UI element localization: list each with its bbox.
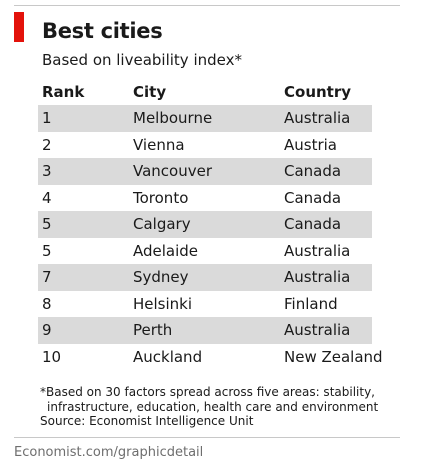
footnote-line-1: *Based on 30 factors spread across five … bbox=[40, 385, 375, 399]
chart-title: Best cities bbox=[42, 19, 163, 43]
cell-city: Melbourne bbox=[129, 105, 280, 132]
cell-city: Sydney bbox=[129, 264, 280, 291]
brand-tag bbox=[14, 12, 24, 42]
cell-city: Perth bbox=[129, 317, 280, 344]
header-row: Rank City Country bbox=[38, 79, 372, 105]
table-row: 4 Toronto Canada bbox=[38, 184, 372, 211]
cell-rank: 5 bbox=[38, 211, 129, 238]
cell-country: Australia bbox=[280, 237, 372, 264]
table-row: 3 Vancouver Canada bbox=[38, 158, 372, 185]
cell-city: Vienna bbox=[129, 131, 280, 158]
cell-country: New Zealand bbox=[280, 343, 383, 370]
footnote-line-2: infrastructure, education, health care a… bbox=[47, 399, 379, 414]
table-row: 5 Calgary Canada bbox=[38, 211, 372, 238]
top-rule bbox=[14, 5, 400, 6]
chart-subtitle: Based on liveability index* bbox=[42, 51, 242, 69]
cell-city: Helsinki bbox=[129, 290, 280, 317]
cell-rank: 10 bbox=[38, 343, 129, 370]
column-header-city: City bbox=[133, 83, 167, 101]
table-body: 1 Melbourne Australia 2 Vienna Austria 3 Vancou… bbox=[38, 105, 383, 370]
table-row: 5 Adelaide Australia bbox=[38, 237, 372, 264]
table-row: 7 Sydney Australia bbox=[38, 264, 372, 291]
ranking-table: Rank City Country 1 Melbourne Australia 2 Vi… bbox=[38, 79, 383, 370]
cell-city: Vancouver bbox=[129, 158, 280, 185]
credit-link[interactable]: Economist.com/graphicdetail bbox=[14, 445, 204, 460]
bottom-rule bbox=[14, 437, 400, 438]
cell-rank: 7 bbox=[38, 264, 129, 291]
column-header-rank: Rank bbox=[42, 83, 85, 101]
cell-rank: 1 bbox=[38, 105, 129, 132]
cell-rank: 5 bbox=[38, 237, 129, 264]
cell-rank: 9 bbox=[38, 317, 129, 344]
cell-country: Australia bbox=[280, 317, 372, 344]
cell-country: Canada bbox=[280, 211, 372, 238]
table-row: 1 Melbourne Australia bbox=[38, 105, 372, 132]
cell-country: Austria bbox=[280, 131, 372, 158]
cell-country: Australia bbox=[280, 264, 372, 291]
source-note: Source: Economist Intelligence Unit bbox=[40, 414, 254, 428]
cell-country: Finland bbox=[280, 290, 372, 317]
cell-city: Adelaide bbox=[129, 237, 280, 264]
table-row: 8 Helsinki Finland bbox=[38, 290, 372, 317]
cell-country: Canada bbox=[280, 184, 372, 211]
cell-rank: 3 bbox=[38, 158, 129, 185]
column-header-country: Country bbox=[284, 83, 352, 101]
cell-city: Auckland bbox=[129, 343, 280, 370]
table-row: 10 Auckland New Zealand bbox=[38, 343, 383, 370]
cell-rank: 4 bbox=[38, 184, 129, 211]
cell-city: Calgary bbox=[129, 211, 280, 238]
cell-country: Australia bbox=[280, 105, 372, 132]
cell-rank: 2 bbox=[38, 131, 129, 158]
cell-city: Toronto bbox=[129, 184, 280, 211]
cell-rank: 8 bbox=[38, 290, 129, 317]
table-row: 2 Vienna Austria bbox=[38, 131, 372, 158]
cell-country: Canada bbox=[280, 158, 372, 185]
footnote: *Based on 30 factors spread across five … bbox=[40, 385, 380, 429]
table-row: 9 Perth Australia bbox=[38, 317, 372, 344]
